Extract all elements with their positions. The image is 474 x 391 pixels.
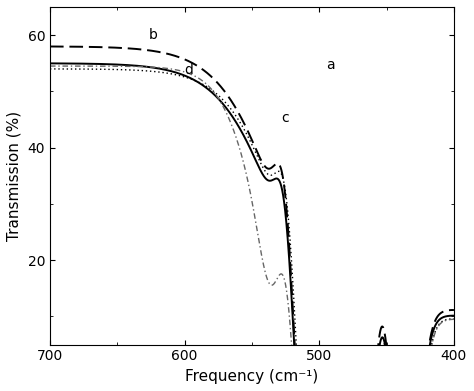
Text: c: c [282, 111, 289, 125]
Text: a: a [326, 57, 335, 72]
Y-axis label: Transmission (%): Transmission (%) [7, 111, 22, 241]
Text: d: d [185, 63, 193, 77]
Text: b: b [148, 28, 157, 42]
X-axis label: Frequency (cm⁻¹): Frequency (cm⁻¹) [185, 369, 319, 384]
